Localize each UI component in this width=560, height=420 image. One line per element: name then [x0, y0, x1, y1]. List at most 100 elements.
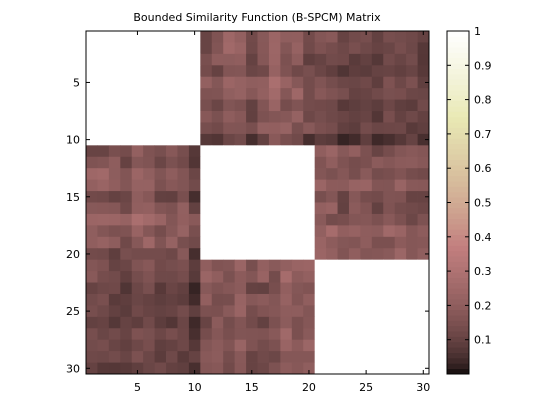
heatmap-cell	[211, 31, 224, 43]
heatmap-cell	[188, 282, 201, 295]
heatmap-cell	[188, 31, 201, 43]
heatmap-cell	[348, 42, 361, 55]
heatmap-cell	[394, 145, 407, 158]
heatmap-cell	[108, 213, 121, 226]
heatmap-cell	[406, 282, 418, 295]
heatmap-cell	[211, 191, 224, 203]
heatmap-cell	[223, 236, 236, 249]
heatmap-cell	[234, 122, 247, 135]
heatmap-cell	[406, 259, 418, 272]
heatmap-cell	[417, 111, 430, 123]
heatmap-cell	[200, 65, 213, 78]
heatmap-cell	[394, 31, 407, 43]
heatmap-cell	[371, 328, 384, 341]
colorbar-segment	[447, 79, 469, 85]
heatmap-cell	[326, 316, 338, 329]
heatmap-cell	[280, 42, 293, 55]
heatmap-cell	[166, 271, 178, 283]
heatmap-cell	[97, 191, 110, 203]
heatmap-cell	[166, 168, 178, 181]
heatmap-cell	[280, 293, 293, 306]
heatmap-cell	[371, 99, 384, 112]
colorbar-segment	[447, 132, 469, 139]
heatmap-cell	[223, 168, 236, 181]
heatmap-cell	[86, 236, 98, 249]
heatmap-cell	[120, 31, 133, 43]
heatmap-cell	[154, 76, 167, 89]
heatmap-cell	[371, 305, 384, 318]
colorbar-segment	[447, 181, 469, 187]
colorbar-segment	[447, 116, 469, 123]
heatmap-cell	[348, 259, 361, 272]
heatmap-cell	[131, 202, 144, 215]
heatmap-cell	[280, 271, 293, 283]
heatmap-cell	[86, 248, 98, 261]
heatmap-cell	[314, 133, 327, 146]
heatmap-cell	[280, 179, 293, 192]
heatmap-cell	[86, 53, 98, 66]
heatmap-cell	[177, 42, 190, 55]
heatmap-cell	[360, 328, 373, 341]
heatmap-cell	[268, 213, 281, 226]
heatmap-cell	[348, 179, 361, 192]
heatmap-cell	[417, 202, 430, 215]
heatmap-cell	[246, 42, 258, 55]
heatmap-cell	[166, 31, 178, 43]
heatmap-cell	[383, 225, 396, 238]
heatmap-cell	[223, 271, 236, 283]
heatmap-cell	[291, 259, 304, 272]
heatmap-cell	[108, 362, 121, 375]
heatmap-cell	[371, 271, 384, 283]
heatmap-cell	[246, 248, 258, 261]
colorbar-segment	[447, 143, 469, 150]
heatmap-cell	[188, 179, 201, 192]
heatmap-cell	[246, 259, 258, 272]
heatmap-cell	[211, 111, 224, 123]
heatmap-cell	[257, 42, 270, 55]
heatmap-cell	[131, 259, 144, 272]
colorbar-tick-label: 0.6	[474, 162, 492, 175]
heatmap-cell	[234, 31, 247, 43]
x-tick-label: 15	[245, 381, 259, 394]
colorbar-segment	[447, 122, 469, 128]
heatmap-cell	[143, 328, 155, 341]
heatmap-cell	[348, 293, 361, 306]
heatmap-cell	[268, 122, 281, 135]
heatmap-cell	[120, 339, 133, 352]
heatmap-cell	[326, 236, 338, 249]
heatmap-cell	[154, 202, 167, 215]
heatmap-cell	[131, 271, 144, 283]
heatmap-cell	[337, 53, 350, 66]
heatmap-cell	[246, 328, 258, 341]
heatmap-cell	[211, 76, 224, 89]
heatmap-cell	[417, 76, 430, 89]
heatmap-cell	[211, 293, 224, 306]
heatmap-cell	[394, 202, 407, 215]
heatmap-cell	[108, 305, 121, 318]
heatmap-cell	[166, 88, 178, 100]
heatmap-cell	[223, 351, 236, 363]
heatmap-cell	[394, 305, 407, 318]
heatmap-cell	[223, 122, 236, 135]
heatmap-cell	[406, 305, 418, 318]
heatmap-cell	[246, 362, 258, 375]
y-tick-label: 5	[73, 76, 80, 89]
heatmap-cell	[291, 145, 304, 158]
heatmap-cell	[257, 156, 270, 169]
heatmap-cell	[188, 156, 201, 169]
heatmap-cell	[268, 248, 281, 261]
heatmap-cell	[303, 362, 316, 375]
heatmap-cell	[360, 65, 373, 78]
heatmap-cell	[383, 248, 396, 261]
heatmap-cell	[200, 351, 213, 363]
colorbar-segment	[447, 164, 469, 171]
heatmap-cell	[211, 339, 224, 352]
heatmap-cell	[177, 248, 190, 261]
heatmap-cell	[86, 145, 98, 158]
colorbar-segment	[447, 36, 469, 43]
heatmap-cell	[166, 76, 178, 89]
colorbar-segment	[447, 304, 469, 311]
heatmap-cell	[280, 236, 293, 249]
heatmap-cell	[97, 362, 110, 375]
heatmap-cell	[303, 248, 316, 261]
